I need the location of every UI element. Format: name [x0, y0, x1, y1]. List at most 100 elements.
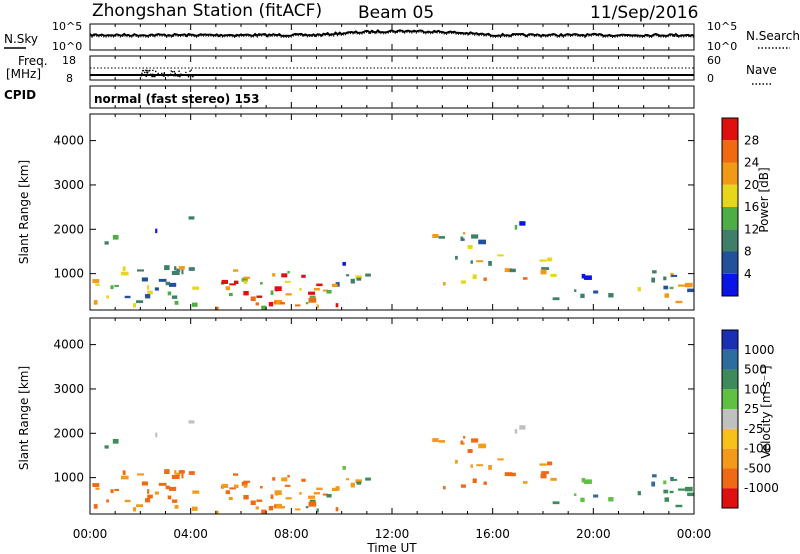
power-cell: [281, 273, 288, 278]
nave-point: [184, 74, 186, 76]
nave-point: [146, 71, 149, 74]
colorbar-segment: [722, 389, 738, 410]
colorbar-segment: [722, 409, 738, 429]
velocity-cell: [164, 469, 170, 475]
power-cell: [228, 292, 233, 297]
power-cell: [308, 297, 317, 303]
colorbar-tick-label: -100: [744, 442, 771, 456]
velocity-cell: [460, 440, 464, 444]
velocity-cell: [176, 472, 181, 476]
power-cell: [550, 273, 557, 277]
nave-point: [151, 73, 154, 76]
power-cell: [308, 291, 316, 295]
x-tick-label: 00:00: [73, 527, 108, 541]
power-cell: [268, 302, 274, 307]
power-cell: [541, 267, 550, 270]
power-cell: [260, 281, 263, 285]
velocity-cell: [326, 493, 332, 498]
velocity-cell: [342, 465, 346, 470]
power-cell: [519, 221, 526, 226]
power-cell: [664, 293, 670, 298]
colorbar-segment: [722, 488, 738, 508]
velocity-cell: [221, 483, 229, 488]
nave-point: [185, 71, 187, 74]
power-cell: [497, 254, 504, 257]
velocity-cell: [497, 458, 504, 461]
colorbar-tick-label: 4: [744, 267, 752, 281]
velocity-cell: [137, 473, 144, 476]
power-cell: [176, 268, 181, 272]
velocity-cell: [331, 487, 338, 492]
power-cell: [438, 236, 446, 239]
velocity-cell: [550, 477, 557, 481]
nave-point: [145, 75, 147, 78]
power-cell: [687, 288, 694, 293]
freq-panel: Freq. [MHz] 18 8 60 0 Nave: [6, 54, 777, 85]
power-cell: [488, 260, 492, 266]
nsearch-tick-top: 10^5: [707, 20, 737, 33]
velocity-cell: [154, 491, 159, 495]
power-cell: [443, 282, 446, 286]
power-cell: [345, 274, 350, 277]
velocity-cell: [652, 474, 657, 478]
colorbar-segment: [722, 184, 738, 207]
power-heatmap-cells: [92, 216, 694, 311]
velocity-cell: [110, 489, 114, 494]
nave-point: [152, 75, 155, 78]
beam-label: Beam 05: [358, 3, 434, 23]
power-cell: [272, 273, 276, 277]
power-cell: [232, 269, 239, 272]
power-cell: [181, 269, 184, 275]
velocity-cell: [145, 498, 151, 503]
velocity-cell: [167, 495, 172, 500]
cpid-text: normal (fast stereo) 153: [94, 92, 260, 106]
velocity-cell: [188, 420, 195, 424]
power-cell: [593, 290, 599, 294]
velocity-cell: [133, 507, 137, 512]
nave-point: [163, 75, 165, 77]
velocity-cell: [181, 473, 184, 479]
velocity-cell: [345, 478, 350, 481]
colorbar-tick-label: 12: [744, 222, 759, 236]
velocity-cell: [250, 500, 256, 505]
power-cell: [299, 288, 302, 291]
nave-point: [190, 69, 193, 71]
velocity-cell: [114, 488, 119, 492]
velocity-cell: [106, 499, 109, 503]
power-cell: [155, 228, 158, 234]
y-tick-label: 4000: [53, 338, 84, 352]
velocity-cell: [677, 488, 686, 491]
velocity-cell: [274, 490, 282, 495]
velocity-cell: [295, 508, 301, 511]
velocity-cell: [476, 464, 484, 467]
velocity-cell: [141, 481, 148, 486]
power-colorbar: 4 8 12 16 20 24 28: [721, 117, 759, 297]
velocity-cell: [233, 484, 239, 489]
power-cell: [250, 296, 256, 301]
velocity-cell: [675, 504, 683, 508]
power-cell: [331, 283, 338, 288]
power-cell: [192, 286, 200, 290]
velocity-cell: [309, 499, 316, 502]
velocity-cell: [443, 486, 446, 490]
velocity-cell: [171, 499, 178, 503]
velocity-cell: [581, 477, 586, 483]
power-cell: [95, 283, 100, 286]
nave-point: [143, 71, 146, 74]
velocity-cell: [463, 436, 466, 439]
power-cell: [335, 303, 339, 308]
velocity-cell: [228, 496, 233, 501]
power-cell: [305, 302, 309, 305]
velocity-cell: [519, 425, 526, 430]
power-cell: [178, 266, 185, 270]
velocity-cell: [243, 480, 251, 483]
power-cell: [93, 300, 98, 305]
power-cell: [552, 297, 560, 301]
colorbar-segment: [722, 330, 738, 350]
velocity-cell: [279, 505, 285, 509]
power-cell: [637, 287, 641, 292]
nsearch-label: N.Search: [746, 29, 800, 43]
nave-point: [192, 75, 194, 78]
power-cell: [233, 280, 239, 285]
velocity-cell: [460, 484, 466, 488]
